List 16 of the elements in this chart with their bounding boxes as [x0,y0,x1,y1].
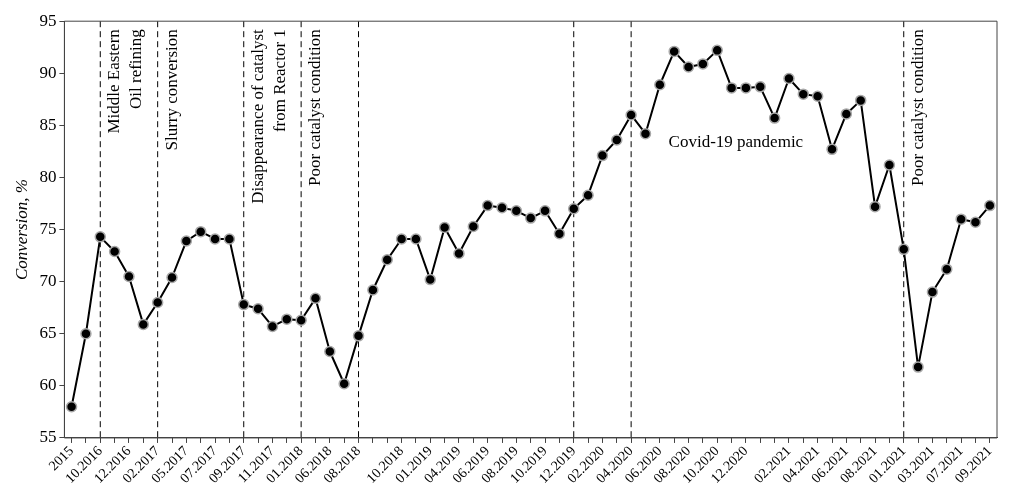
y-tick-label: 85 [39,114,57,134]
ref-line-label: Disappearance of catalyst from Reactor 1 [247,28,289,204]
y-tick-label: 65 [39,323,57,343]
y-tick-label: 55 [39,427,57,447]
ref-line-label: Middle Eastern Oil refining [104,28,146,134]
y-tick-label: 60 [39,375,57,395]
y-tick-label: 95 [39,10,57,30]
annotation: Covid-19 pandemic [668,131,804,151]
y-tick-label: 90 [39,62,57,82]
ref-line-label: Slurry conversion [161,28,181,151]
ref-line-label: Poor catalyst condition [907,28,927,186]
ref-line-label: Poor catalyst condition [305,28,325,186]
y-tick-label: 70 [39,271,57,291]
y-axis-title: Conversion, % [11,179,31,281]
y-tick-label: 80 [39,166,57,186]
y-tick-label: 75 [39,219,57,239]
